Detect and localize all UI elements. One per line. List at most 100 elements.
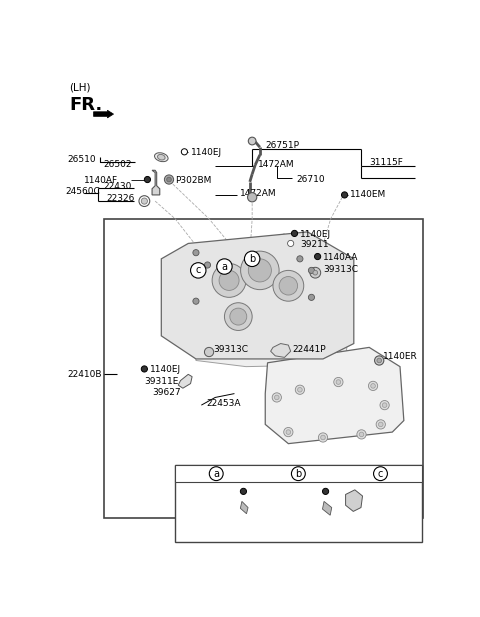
Text: (LH): (LH)	[69, 83, 90, 93]
Circle shape	[279, 276, 298, 295]
Circle shape	[336, 379, 341, 384]
Text: 1140AA: 1140AA	[323, 253, 359, 262]
Text: 22326: 22326	[106, 194, 134, 203]
Circle shape	[323, 488, 329, 494]
Polygon shape	[240, 502, 248, 514]
Text: 1140EJ: 1140EJ	[264, 487, 295, 497]
Polygon shape	[346, 490, 362, 511]
Text: 31115F: 31115F	[369, 158, 403, 167]
Text: 39627: 39627	[152, 387, 180, 397]
Polygon shape	[265, 347, 404, 444]
Polygon shape	[196, 313, 350, 366]
Text: 91991: 91991	[181, 503, 210, 512]
Circle shape	[378, 422, 383, 427]
Circle shape	[248, 193, 257, 202]
Circle shape	[313, 270, 318, 275]
Circle shape	[144, 176, 151, 183]
Circle shape	[369, 381, 378, 391]
Text: 1140EJ: 1140EJ	[181, 487, 213, 497]
Text: 1472AM: 1472AM	[240, 189, 276, 198]
Ellipse shape	[157, 154, 165, 160]
Text: b: b	[295, 469, 301, 479]
Polygon shape	[178, 375, 192, 388]
Text: b: b	[249, 254, 255, 264]
Circle shape	[291, 466, 305, 481]
Text: FR.: FR.	[69, 96, 102, 114]
Text: c: c	[378, 469, 383, 479]
Circle shape	[382, 403, 387, 407]
Circle shape	[334, 378, 343, 387]
Circle shape	[225, 303, 252, 331]
Circle shape	[139, 196, 150, 207]
Circle shape	[209, 466, 223, 481]
Circle shape	[374, 356, 384, 365]
Bar	[175, 465, 421, 542]
Text: 26710: 26710	[296, 175, 324, 184]
Circle shape	[164, 175, 174, 184]
Circle shape	[204, 347, 214, 357]
Bar	[104, 219, 423, 518]
Circle shape	[191, 263, 206, 278]
Text: P302BM: P302BM	[175, 176, 212, 185]
Polygon shape	[152, 170, 160, 195]
Circle shape	[380, 400, 389, 410]
Text: a: a	[213, 469, 219, 479]
Text: 1140EM: 1140EM	[350, 191, 386, 199]
Circle shape	[204, 262, 211, 268]
Circle shape	[373, 466, 387, 481]
Circle shape	[181, 149, 188, 155]
Circle shape	[357, 430, 366, 439]
Text: 27369: 27369	[264, 503, 292, 512]
Circle shape	[193, 250, 199, 256]
Circle shape	[244, 251, 260, 267]
Circle shape	[272, 393, 281, 402]
Circle shape	[376, 420, 385, 429]
Circle shape	[193, 298, 199, 304]
Circle shape	[217, 259, 232, 274]
Circle shape	[275, 395, 279, 400]
Circle shape	[141, 366, 147, 372]
Circle shape	[219, 270, 239, 291]
Text: 22453A: 22453A	[206, 399, 240, 408]
Text: 1140EJ: 1140EJ	[150, 365, 181, 375]
Text: a: a	[221, 262, 228, 271]
Circle shape	[230, 308, 247, 325]
Circle shape	[248, 259, 271, 282]
Text: 1140EJ: 1140EJ	[300, 230, 331, 239]
Text: 39313C: 39313C	[323, 265, 358, 274]
Circle shape	[341, 192, 348, 198]
Circle shape	[314, 254, 321, 260]
Circle shape	[141, 198, 147, 204]
Circle shape	[298, 387, 302, 392]
Polygon shape	[161, 232, 354, 359]
Circle shape	[377, 358, 382, 363]
Circle shape	[212, 263, 246, 297]
Polygon shape	[323, 502, 332, 515]
Text: 22410B: 22410B	[67, 370, 102, 379]
Text: 22430: 22430	[104, 182, 132, 191]
Circle shape	[371, 384, 375, 388]
Text: 1472AM: 1472AM	[258, 160, 294, 170]
Circle shape	[273, 270, 304, 301]
Text: 22441P: 22441P	[292, 345, 326, 354]
Circle shape	[297, 256, 303, 262]
Text: 26502: 26502	[104, 160, 132, 170]
Text: 91991F: 91991F	[346, 515, 380, 524]
Circle shape	[167, 177, 171, 182]
Text: 26510: 26510	[67, 155, 96, 164]
Circle shape	[295, 385, 304, 394]
Polygon shape	[271, 344, 291, 357]
Text: c: c	[195, 265, 201, 275]
Circle shape	[240, 251, 279, 289]
Text: 1140EJ: 1140EJ	[191, 148, 222, 157]
Circle shape	[318, 433, 328, 442]
Circle shape	[286, 430, 291, 434]
Text: 1140AF: 1140AF	[84, 176, 119, 185]
Circle shape	[240, 488, 247, 494]
Circle shape	[359, 432, 364, 437]
Circle shape	[291, 230, 298, 236]
Circle shape	[288, 241, 294, 247]
Polygon shape	[94, 110, 114, 118]
Text: 39313C: 39313C	[214, 345, 249, 354]
Text: 26751P: 26751P	[265, 141, 299, 150]
